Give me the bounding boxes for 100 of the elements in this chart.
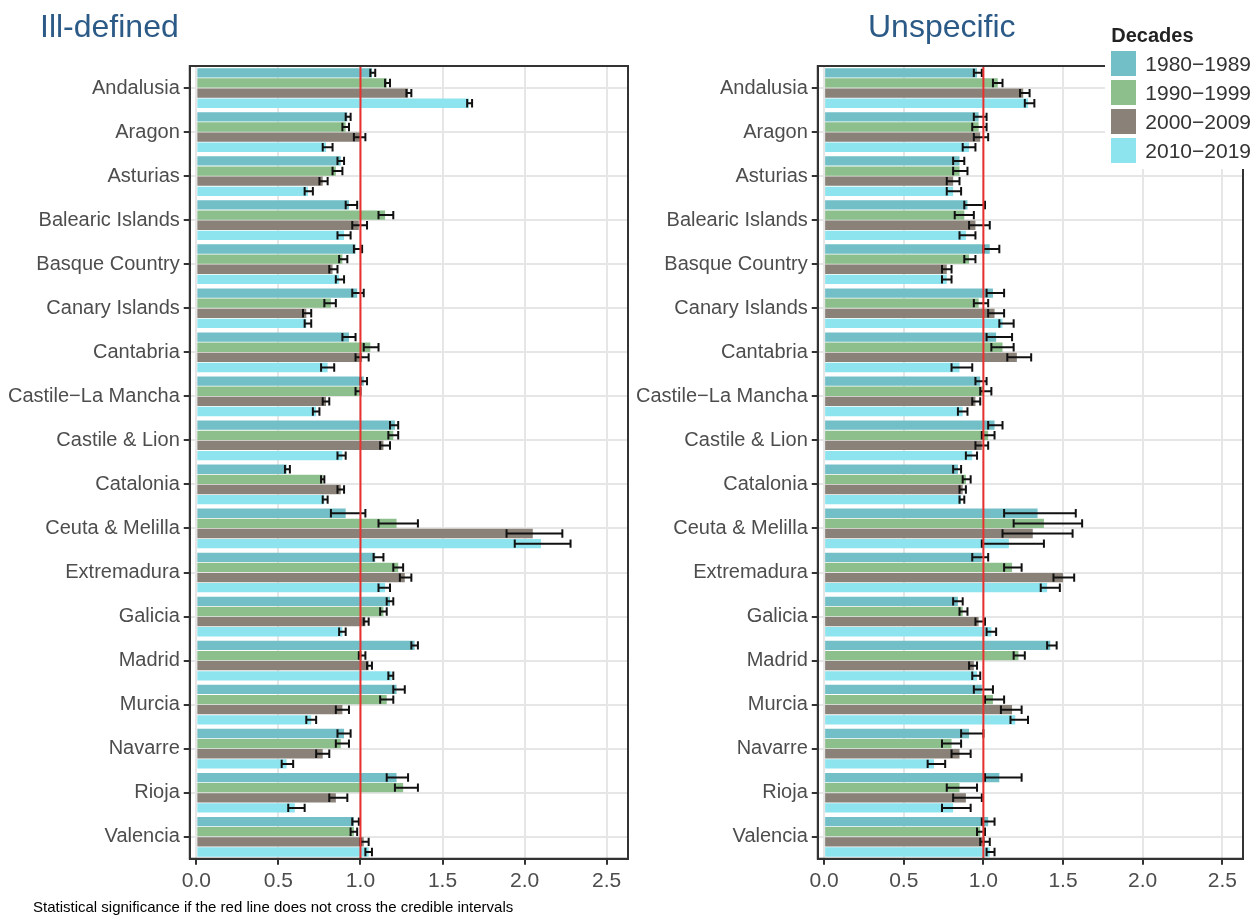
- y-tick-label: Ceuta & Melilla: [673, 515, 809, 538]
- bar: [197, 738, 341, 749]
- bar: [825, 508, 1038, 518]
- bar: [825, 539, 1009, 549]
- bar: [197, 596, 391, 607]
- bar: [825, 793, 966, 803]
- bar: [825, 396, 976, 407]
- y-tick-label: Andalusia: [719, 75, 809, 98]
- x-tick-label: 2.5: [592, 868, 622, 892]
- bar: [197, 376, 364, 386]
- y-tick-label: Asturias: [107, 163, 180, 186]
- bar: [197, 661, 369, 671]
- bar: [197, 342, 371, 352]
- bar: [825, 661, 974, 671]
- bar: [197, 474, 323, 485]
- bar: [825, 274, 947, 285]
- bar: [197, 772, 397, 783]
- bar: [825, 352, 1017, 363]
- bar: [825, 474, 966, 485]
- y-tick-label: Madrid: [118, 648, 180, 671]
- bar: [825, 562, 1013, 573]
- bar: [197, 68, 372, 78]
- bar: [825, 264, 947, 274]
- bar: [825, 650, 1019, 661]
- bar: [197, 288, 358, 298]
- y-tick-label: Cantabria: [721, 339, 809, 362]
- bar: [825, 166, 960, 176]
- bar: [197, 318, 307, 329]
- bar: [825, 596, 958, 607]
- bar: [825, 440, 982, 451]
- bar: [825, 684, 982, 695]
- bar: [825, 420, 995, 430]
- bar: [825, 362, 960, 373]
- y-tick-label: Galicia: [118, 604, 181, 627]
- bar: [825, 88, 1024, 98]
- y-tick-label: Madrid: [746, 648, 808, 671]
- bar: [825, 494, 962, 505]
- text: Statistical significance if the red line does not cross the credible intervals: [33, 898, 514, 915]
- bar: [197, 627, 343, 637]
- x-tick-label: 0.5: [889, 868, 919, 892]
- y-tick-label: Cantabria: [93, 339, 181, 362]
- bar: [197, 606, 384, 617]
- bar: [825, 572, 1064, 583]
- chart-title: Unspecific: [868, 8, 1016, 45]
- bar: [825, 847, 990, 857]
- bar: [825, 783, 960, 793]
- y-tick-label: Catalonia: [95, 471, 181, 494]
- bar: [197, 728, 345, 739]
- y-tick-label: Balearic Islands: [666, 207, 808, 230]
- bar: [825, 244, 990, 254]
- bar: [197, 200, 349, 210]
- bar: [197, 464, 287, 474]
- y-tick-label: Valencia: [104, 824, 181, 847]
- y-tick-label: Aragon: [743, 119, 808, 142]
- bar: [825, 98, 1028, 108]
- bar: [825, 749, 960, 759]
- bar: [825, 484, 963, 495]
- bar: [825, 342, 1003, 352]
- y-tick-label: Asturias: [735, 163, 808, 186]
- bar: [825, 176, 954, 186]
- bar: [197, 386, 359, 396]
- y-tick-label: Castile−La Mancha: [7, 383, 181, 406]
- x-tick-label: 1.5: [427, 868, 458, 892]
- bar: [197, 298, 331, 308]
- y-tick-label: Navarre: [736, 736, 808, 759]
- bar: [825, 450, 973, 461]
- x-tick-label: 1.0: [968, 868, 998, 892]
- bar: [197, 244, 356, 254]
- y-tick-label: Extremadura: [693, 560, 809, 583]
- bar: [825, 518, 1044, 529]
- y-tick-label: Extremadura: [65, 560, 181, 583]
- legend-label: 2000−2009: [1145, 109, 1251, 134]
- bar: [825, 738, 952, 749]
- bar: [825, 552, 982, 562]
- x-tick-label: 2.0: [1128, 868, 1158, 892]
- bar: [197, 508, 346, 518]
- x-tick-label: 2.5: [1207, 868, 1237, 892]
- y-tick-label: Basque Country: [36, 251, 180, 274]
- bar: [197, 78, 387, 88]
- y-tick-label: Rioja: [134, 780, 181, 803]
- y-tick-label: Ceuta & Melilla: [45, 515, 181, 538]
- bar: [197, 396, 326, 407]
- legend-label: 1980−1989: [1145, 51, 1251, 76]
- x-tick-label: 1.5: [1048, 868, 1078, 892]
- bar: [825, 606, 963, 617]
- bar: [197, 132, 361, 142]
- bar: [197, 715, 312, 725]
- bar: [197, 759, 287, 769]
- bar: [825, 332, 997, 342]
- y-tick-label: Castile & Lion: [56, 427, 180, 450]
- bar: [825, 430, 989, 440]
- bar: [197, 539, 542, 549]
- bar: [825, 132, 981, 142]
- bar: [197, 783, 404, 793]
- y-tick-label: Valencia: [732, 824, 809, 847]
- bar: [825, 715, 1016, 725]
- bar: [197, 176, 323, 186]
- bar: [825, 627, 992, 637]
- bar: [197, 166, 336, 176]
- bar: [825, 308, 995, 318]
